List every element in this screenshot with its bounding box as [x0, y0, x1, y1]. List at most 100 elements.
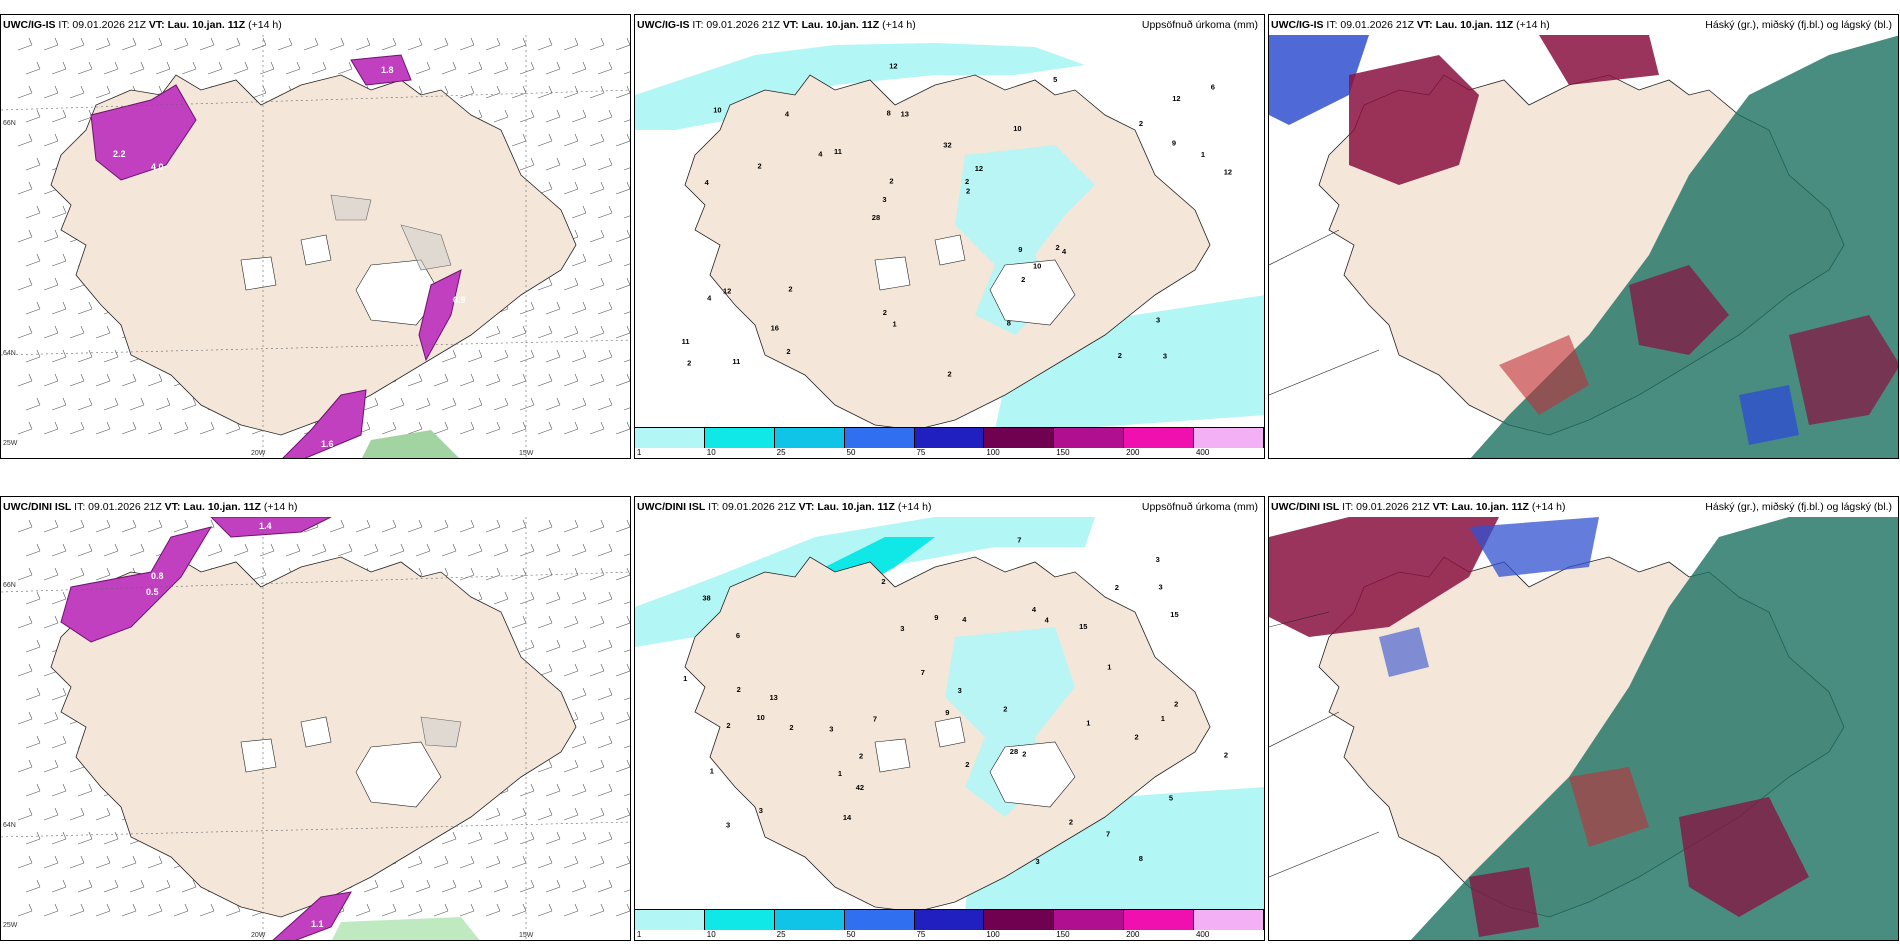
colorbar-swatch — [635, 428, 705, 448]
glacier — [241, 257, 276, 290]
precip-value: 28 — [1010, 747, 1018, 756]
precip-value: 2 — [687, 358, 691, 367]
precip-value: 6 — [736, 631, 740, 640]
precip-value: 7 — [1017, 536, 1021, 545]
precip-value: 2 — [889, 177, 893, 186]
precip-value: 3 — [1156, 555, 1160, 564]
precip-value: 5 — [1053, 75, 1057, 84]
precip-value: 2 — [966, 186, 970, 195]
precip-value: 1 — [1086, 719, 1090, 728]
precip-value: 3 — [759, 806, 763, 815]
lon-label: 20W — [251, 932, 266, 939]
precip-map[interactable]: 3412281011832121111161312410121299322452… — [635, 35, 1265, 430]
contour-label: 0.5 — [146, 587, 159, 597]
precip-value: 11 — [834, 147, 842, 156]
precip-value: 2 — [859, 752, 863, 761]
colorbar-tick: 50 — [847, 930, 856, 939]
precip-value: 3 — [958, 686, 962, 695]
precip-value: 2 — [758, 161, 762, 170]
precip-value: 11 — [732, 357, 740, 366]
colorbar-swatch — [1054, 428, 1124, 448]
precip-value: 32 — [943, 141, 951, 150]
colorbar — [635, 909, 1264, 930]
precip-value: 28 — [872, 213, 880, 222]
contour-label: 2.2 — [113, 149, 126, 159]
cloud-map[interactable] — [1269, 35, 1899, 459]
lat-label: 66N — [3, 120, 16, 127]
colorbar-swatch — [705, 910, 775, 930]
precip-value: 14 — [843, 813, 852, 822]
precip-value: 9 — [934, 613, 938, 622]
precip-value: 10 — [1033, 262, 1041, 271]
colorbar-swatch — [1054, 910, 1124, 930]
glacier — [875, 739, 910, 772]
precip-value: 2 — [786, 347, 790, 356]
contour-label: 3.7 — [151, 72, 164, 82]
precip-value: 2 — [1115, 583, 1119, 592]
precip-value: 3 — [1163, 352, 1167, 361]
precip-value: 12 — [975, 164, 983, 173]
colorbar-swatch — [635, 910, 705, 930]
glacier — [935, 717, 965, 747]
precip-value: 10 — [1013, 124, 1021, 133]
glacier — [241, 739, 276, 772]
wind-map[interactable]: 66N 64N 25W 20W 15W 1.4 0.8 0.5 1.1 — [1, 517, 631, 941]
precip-value: 7 — [1106, 830, 1110, 839]
precip-value: 12 — [1172, 94, 1180, 103]
colorbar-tick: 75 — [916, 930, 925, 939]
precip-value: 2 — [1135, 732, 1139, 741]
glacier — [875, 257, 910, 290]
precip-panel-top[interactable]: UWC/IG-IS IT: 09.01.2026 21Z VT: Lau. 10… — [634, 14, 1265, 459]
colorbar-swatch — [775, 910, 845, 930]
colorbar-swatch — [845, 910, 915, 930]
precip-value: 8 — [1007, 319, 1011, 328]
colorbar-swatch — [1124, 428, 1194, 448]
precip-value: 2 — [1022, 750, 1026, 759]
colorbar-tick: 150 — [1056, 448, 1069, 457]
glacier — [935, 235, 965, 265]
wind-panel-top[interactable]: UWC/IG-IS IT: 09.01.2026 21Z VT: Lau. 10… — [0, 14, 631, 459]
precip-value: 2 — [948, 370, 952, 379]
precip-value: 15 — [1170, 610, 1178, 619]
colorbar-labels: 1 10 25 50 75 100 150 200 400 — [635, 448, 1264, 458]
precip-value: 2 — [881, 577, 885, 586]
precip-value: 8 — [1139, 854, 1143, 863]
low-cloud — [1739, 385, 1799, 445]
colorbar-tick: 25 — [777, 930, 786, 939]
precip-value: 13 — [901, 109, 909, 118]
colorbar-swatch — [1194, 910, 1264, 930]
colorbar-tick: 10 — [707, 930, 716, 939]
precip-value: 7 — [921, 668, 925, 677]
colorbar-tick: 200 — [1126, 930, 1139, 939]
glacier — [301, 717, 331, 747]
lon-label: 25W — [3, 440, 18, 447]
colorbar-swatch — [845, 428, 915, 448]
colorbar-tick: 400 — [1196, 448, 1209, 457]
contour-label: 1.6 — [321, 439, 334, 449]
precip-value: 2 — [1139, 119, 1143, 128]
precip-value: 1 — [683, 674, 687, 683]
cloud-panel-bottom[interactable]: UWC/DINI ISL IT: 09.01.2026 21Z VT: Lau.… — [1268, 496, 1899, 941]
precip-value: 9 — [945, 708, 949, 717]
wind-panel-bottom[interactable]: UWC/DINI ISL IT: 09.01.2026 21Z VT: Lau.… — [0, 496, 631, 941]
precip-panel-bottom[interactable]: UWC/DINI ISL IT: 09.01.2026 21Z VT: Lau.… — [634, 496, 1265, 941]
cloud-panel-top[interactable]: UWC/IG-IS IT: 09.01.2026 21Z VT: Lau. 10… — [1268, 14, 1899, 459]
precip-value: 3 — [1036, 857, 1040, 866]
colorbar-swatch — [984, 910, 1054, 930]
precip-value: 3 — [829, 724, 833, 733]
colorbar-swatch — [1124, 910, 1194, 930]
precip-value: 1 — [1161, 714, 1165, 723]
wind-map[interactable]: 66N 64N 25W 20W 15W 3.7 1.8 2.2 4.0 0.9 … — [1, 35, 631, 459]
contour-label: 1.1 — [311, 919, 324, 929]
precip-value: 2 — [883, 308, 887, 317]
colorbar-labels: 1 10 25 50 75 100 150 200 400 — [635, 930, 1264, 940]
precip-value: 3 — [900, 624, 904, 633]
precip-value: 5 — [1169, 794, 1173, 803]
cloud-map[interactable] — [1269, 517, 1899, 941]
precip-value: 10 — [757, 713, 765, 722]
precip-value: 2 — [737, 685, 741, 694]
precip-value: 2 — [1056, 243, 1060, 252]
precip-value: 1 — [1201, 150, 1205, 159]
precip-value: 3 — [1156, 315, 1160, 324]
